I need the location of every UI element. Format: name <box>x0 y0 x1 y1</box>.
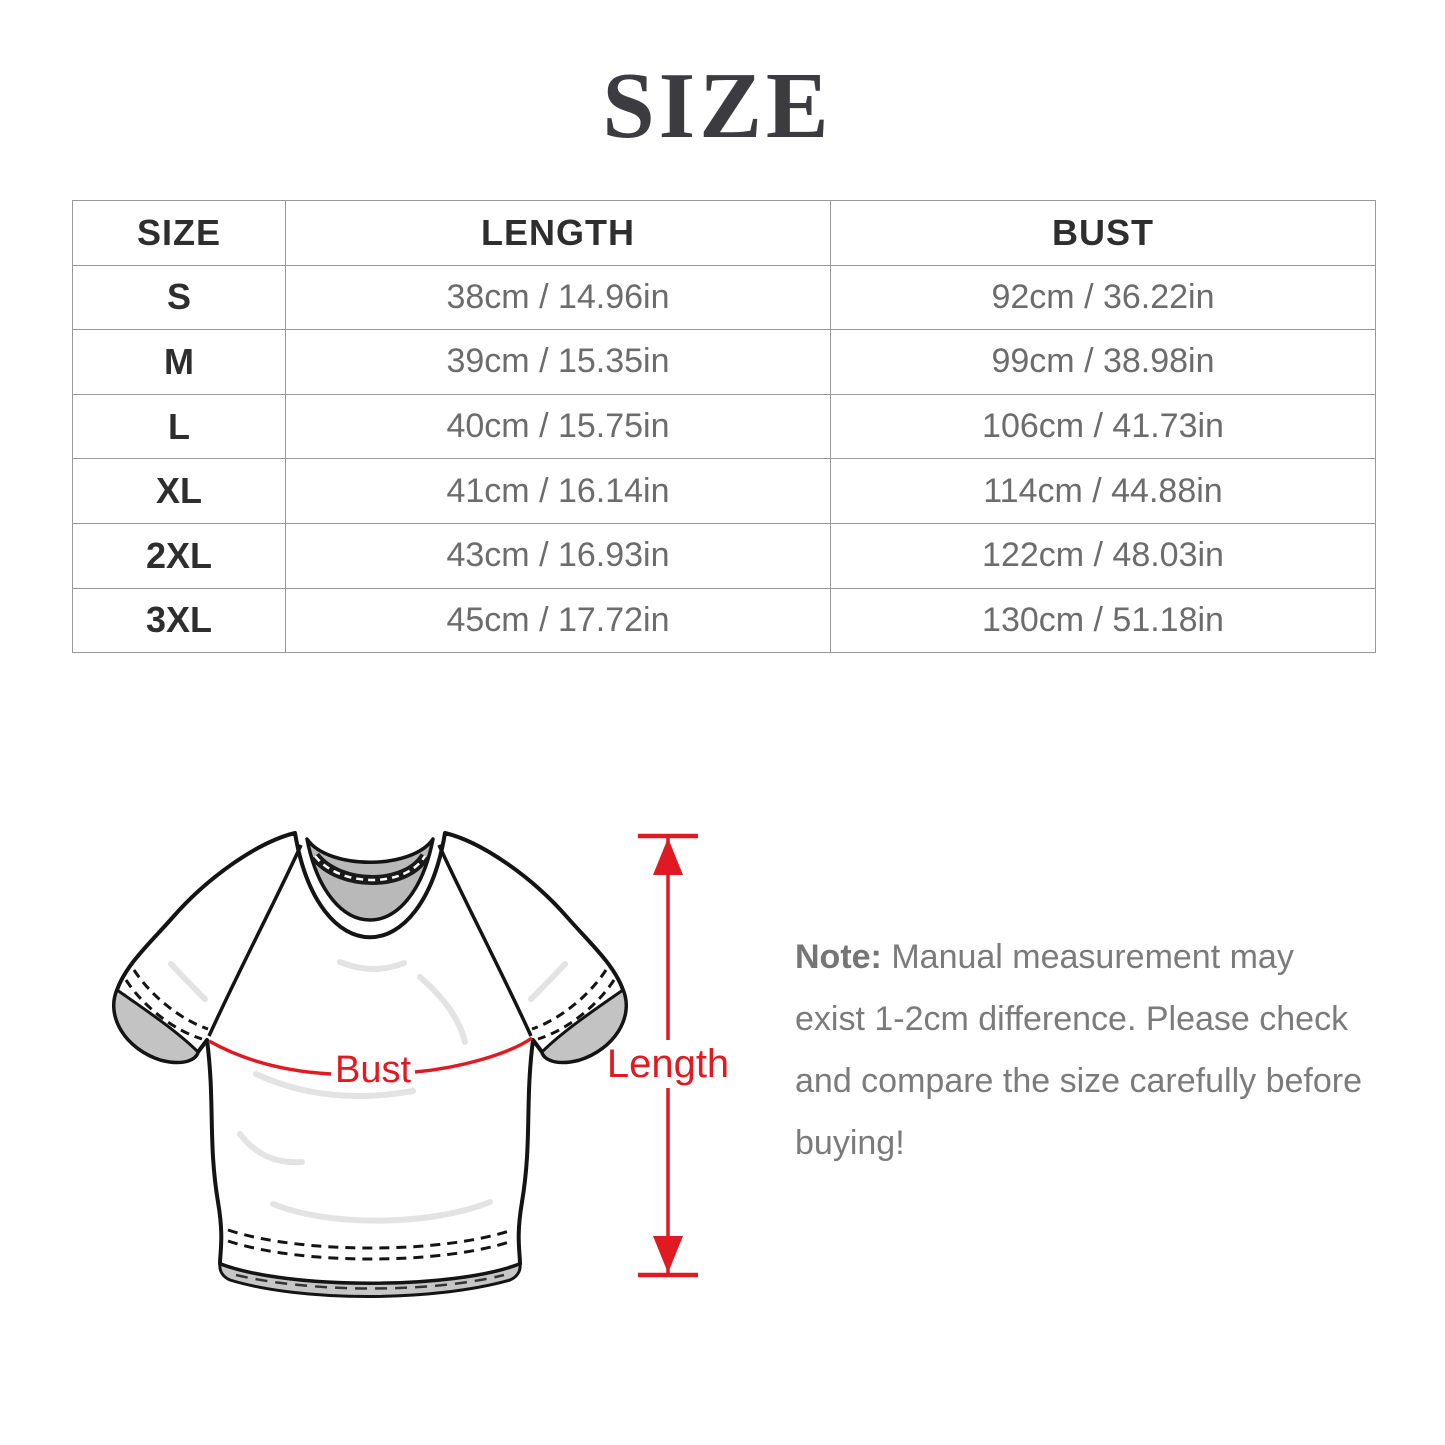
note-body: Manual measurement may exist 1-2cm diffe… <box>795 938 1362 1162</box>
table-row: S 38cm / 14.96in 92cm / 36.22in <box>72 264 1376 331</box>
wrinkle-lines <box>168 959 568 1224</box>
note-text: Note: Manual measurement may exist 1-2cm… <box>795 926 1367 1174</box>
size-cell: M <box>72 329 286 395</box>
tshirt-illustration: Bust Length <box>111 831 729 1298</box>
length-cell: 40cm / 15.75in <box>285 393 831 460</box>
size-table-body: S 38cm / 14.96in 92cm / 36.22in M 39cm /… <box>72 264 1376 654</box>
length-arrow <box>638 833 698 1278</box>
column-header-size: SIZE <box>72 200 286 266</box>
bust-cell: 99cm / 38.98in <box>830 329 1376 395</box>
size-table-header-row: SIZE LENGTH BUST <box>72 200 1376 266</box>
length-cell: 43cm / 16.93in <box>285 522 831 589</box>
column-header-bust: BUST <box>830 200 1376 266</box>
size-cell: 3XL <box>72 587 286 654</box>
neck-stitch-zigzag <box>314 855 427 882</box>
sleeve-cuffs <box>112 969 628 1064</box>
size-cell: XL <box>72 458 286 524</box>
length-cell: 38cm / 14.96in <box>285 264 831 331</box>
length-label: Length <box>607 1042 729 1086</box>
length-cell: 41cm / 16.14in <box>285 458 831 524</box>
bust-cell: 106cm / 41.73in <box>830 393 1376 460</box>
bust-cell: 130cm / 51.18in <box>830 587 1376 654</box>
bust-measure-line <box>208 1036 533 1076</box>
table-row: 3XL 45cm / 17.72in 130cm / 51.18in <box>72 587 1376 654</box>
bust-cell: 114cm / 44.88in <box>830 458 1376 524</box>
table-row: L 40cm / 15.75in 106cm / 41.73in <box>72 393 1376 460</box>
page-title: SIZE <box>602 54 833 158</box>
bust-cell: 92cm / 36.22in <box>830 264 1376 331</box>
table-row: M 39cm / 15.35in 99cm / 38.98in <box>72 329 1376 395</box>
bust-label: Bust <box>335 1049 411 1091</box>
size-cell: L <box>72 393 286 460</box>
length-cell: 39cm / 15.35in <box>285 329 831 395</box>
raglan-seams <box>207 844 533 1037</box>
table-row: 2XL 43cm / 16.93in 122cm / 48.03in <box>72 522 1376 589</box>
size-cell: 2XL <box>72 522 286 589</box>
length-cell: 45cm / 17.72in <box>285 587 831 654</box>
note-label: Note: <box>795 938 882 976</box>
size-cell: S <box>72 264 286 331</box>
size-table: SIZE LENGTH BUST S 38cm / 14.96in 92cm /… <box>72 200 1376 654</box>
table-row: XL 41cm / 16.14in 114cm / 44.88in <box>72 458 1376 524</box>
bottom-hem <box>218 1228 522 1298</box>
column-header-length: LENGTH <box>285 200 831 266</box>
bust-cell: 122cm / 48.03in <box>830 522 1376 589</box>
